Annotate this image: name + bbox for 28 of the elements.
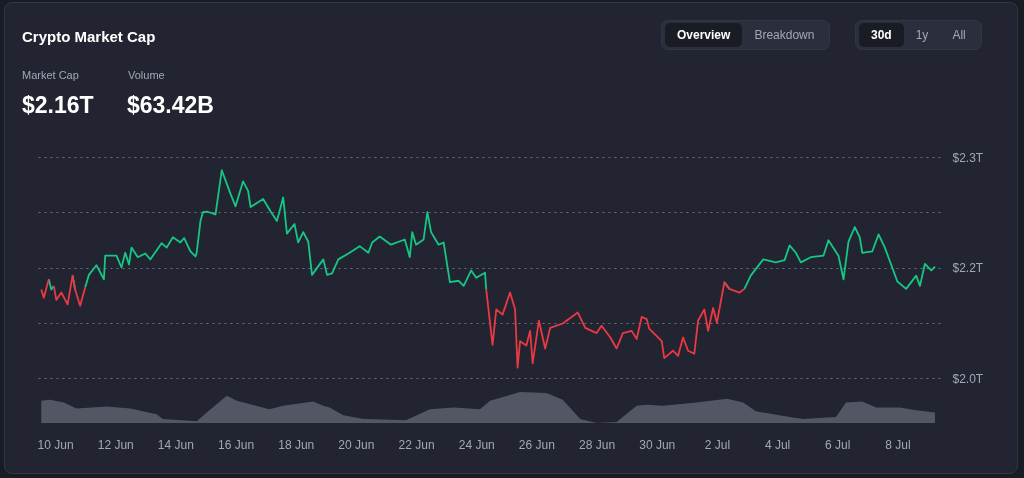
x-tick-label: 4 Jul	[764, 437, 791, 452]
x-tick-label: 30 Jun	[639, 437, 676, 452]
x-tick-label: 10 Jun	[37, 437, 74, 452]
x-tick-label: 26 Jun	[518, 437, 555, 452]
y-tick-label: $2.2T	[952, 261, 984, 275]
text: All	[951, 27, 967, 44]
x-tick-label: 12 Jun	[97, 437, 134, 452]
text: 30d	[859, 23, 904, 47]
text: Overview	[665, 23, 743, 47]
text: $63.42B	[127, 92, 214, 119]
x-tick-label: 20 Jun	[338, 437, 375, 452]
x-tick-label: 8 Jul	[885, 437, 911, 452]
x-tick-label: 16 Jun	[218, 437, 255, 452]
x-tick-label: 18 Jun	[278, 437, 315, 452]
text: Market Cap	[22, 69, 79, 81]
text: $2.16T	[22, 92, 94, 119]
y-tick-label: $2.3T	[952, 150, 984, 165]
text: 1y	[914, 27, 930, 44]
x-tick-label: 24 Jun	[458, 437, 495, 452]
x-tick-label: 6 Jul	[825, 437, 851, 452]
x-tick-label: 22 Jun	[398, 437, 435, 452]
x-tick-label: 14 Jun	[157, 437, 194, 452]
text: Breakdown	[753, 27, 816, 44]
chart-title: Crypto Market Cap	[22, 28, 156, 45]
text: Volume	[128, 69, 165, 81]
x-tick-label: 28 Jun	[579, 437, 616, 452]
x-tick-label: 2 Jul	[704, 437, 731, 452]
y-tick-label: $2.0T	[952, 371, 984, 386]
